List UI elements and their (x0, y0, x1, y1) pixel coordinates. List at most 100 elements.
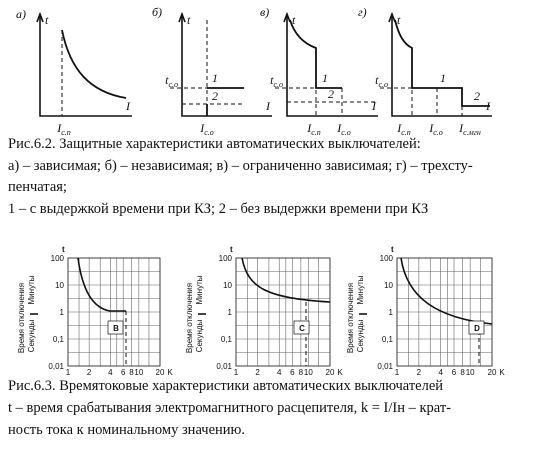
y-tick-label: 10 (384, 281, 393, 290)
panel-letter: B (113, 324, 119, 333)
x-tick-label: 10 (466, 368, 475, 377)
x-tick-label-main: I (56, 121, 62, 135)
x-tick-label-main: I (336, 121, 342, 135)
panel-letter: г) (358, 5, 367, 19)
x-tick-label: Iс.мгн (458, 121, 481, 137)
x-tick-label: K (499, 368, 505, 377)
x-tick-label-sub: с.п (401, 128, 411, 137)
curve-band (77, 257, 126, 312)
x-tick-label: 10 (134, 368, 143, 377)
curve-label: 1 (212, 71, 218, 85)
t-tick-label-sub: с.о (378, 80, 388, 89)
y-axis-title: Время отключения (17, 283, 26, 353)
x-tick-label: 8 (299, 368, 304, 377)
y-axis-title: Время отключения (185, 283, 194, 353)
t-tick-label-main: t (375, 73, 379, 87)
y-tick-label: 100 (380, 254, 394, 263)
y-tick-label: 100 (51, 254, 65, 263)
line (39, 14, 132, 117)
panel-letter: а) (16, 7, 26, 21)
curve-label: 1 (440, 71, 446, 85)
line (394, 19, 490, 107)
x-tick-label: 20 (326, 368, 335, 377)
line (178, 11, 186, 23)
x-tick-label: K (337, 368, 343, 377)
curve-label: 1 (322, 71, 328, 85)
y-axis-minutes: Минуты (195, 275, 204, 304)
axis-i: I (371, 99, 377, 113)
t-tick-label-sub: с.о (168, 80, 178, 89)
x-tick-label: 1 (234, 368, 239, 377)
curve-band (241, 257, 331, 303)
axis-t: t (391, 245, 394, 254)
x-tick-label-sub: с.о (204, 128, 214, 137)
x-tick-label: 6 (290, 368, 295, 377)
t-tick-label: tс.о (375, 73, 388, 89)
grid-frame (396, 257, 493, 367)
x-tick-label: 1 (395, 368, 400, 377)
axis-t: t (292, 13, 296, 27)
x-tick-label: Iс.п (56, 121, 71, 137)
x-tick-label: 10 (304, 368, 313, 377)
axis-i: I (125, 99, 131, 113)
t-tick-label: tс.о (165, 73, 178, 89)
x-tick-label: Iс.п (396, 121, 411, 137)
line (36, 11, 44, 23)
y-tick-label: 1 (60, 308, 65, 317)
y-tick-label: 0,01 (377, 362, 393, 371)
y-axis-seconds: Секунды (356, 319, 365, 352)
y-axis-seconds: Секунды (27, 319, 36, 352)
x-tick-label: 4 (438, 368, 443, 377)
y-tick-label: 10 (55, 281, 64, 290)
panel-letter: в) (260, 5, 269, 19)
line (286, 14, 378, 117)
line (181, 14, 272, 117)
line (391, 14, 492, 117)
x-tick-label: Iс.о (199, 121, 214, 137)
x-tick-label-main: I (306, 121, 312, 135)
x-tick-label-sub: с.о (341, 128, 351, 137)
caption-line: 1 – с выдержкой времени при КЗ; 2 – без … (8, 201, 428, 217)
x-tick-label: 6 (452, 368, 457, 377)
line (283, 11, 291, 23)
line (61, 29, 127, 99)
y-axis-title: Время отключения (346, 283, 355, 353)
x-tick-label-main: I (396, 121, 402, 135)
x-tick-label-main: I (428, 121, 434, 135)
y-tick-label: 1 (228, 308, 233, 317)
caption-line: t – время срабатывания электромагнитного… (8, 400, 451, 416)
caption-line: пенчатая; (8, 179, 67, 195)
y-tick-label: 0,1 (221, 335, 233, 344)
panel-letter: б) (152, 5, 162, 19)
line (388, 11, 396, 23)
y-tick-label: 0,01 (48, 362, 64, 371)
axis-t: t (397, 13, 401, 27)
x-tick-label-sub: с.о (433, 128, 443, 137)
t-tick-label: tс.о (270, 73, 283, 89)
x-tick-label-main: I (199, 121, 205, 135)
x-tick-label-sub: с.п (61, 128, 71, 137)
x-tick-label-sub: с.мгн (463, 128, 481, 137)
t-tick-label-main: t (165, 73, 169, 87)
x-tick-label: 2 (87, 368, 92, 377)
x-tick-label: 2 (255, 368, 260, 377)
letter-box (468, 320, 485, 335)
curve-label: 2 (328, 87, 334, 101)
y-tick-label: 0,1 (382, 335, 394, 344)
y-tick-label: 1 (389, 308, 394, 317)
y-tick-label: 100 (219, 254, 233, 263)
x-tick-label: 20 (156, 368, 165, 377)
caption-line: Рис.6.2. Защитные характеристики автомат… (8, 136, 421, 152)
x-tick-label: K (167, 368, 173, 377)
curve-band (400, 257, 493, 325)
y-tick-label: 0,1 (53, 335, 65, 344)
axis-i: I (265, 99, 271, 113)
y-axis-minutes: Минуты (27, 275, 36, 304)
x-tick-label: 4 (277, 368, 282, 377)
x-tick-label: Iс.о (336, 121, 351, 137)
x-tick-label: 2 (417, 368, 422, 377)
x-tick-label: 8 (129, 368, 134, 377)
y-axis-minutes: Минуты (356, 275, 365, 304)
x-tick-label: 20 (488, 368, 497, 377)
